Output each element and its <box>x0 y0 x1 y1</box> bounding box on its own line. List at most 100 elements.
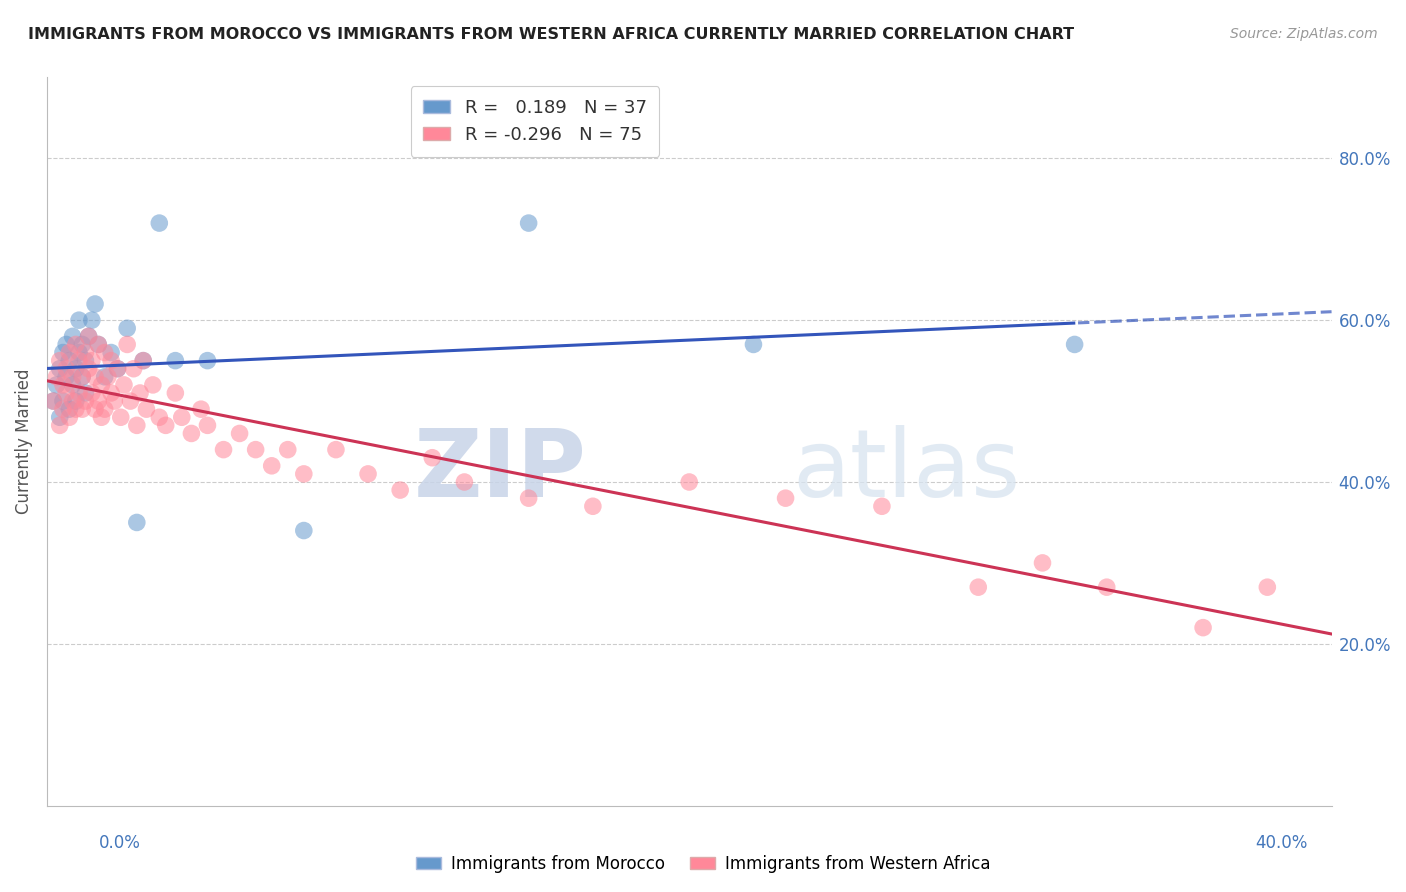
Point <box>52 394 75 409</box>
Point <box>67 345 90 359</box>
Point <box>517 216 540 230</box>
Point <box>55 361 77 376</box>
Point <box>75 345 97 359</box>
Point <box>165 353 187 368</box>
Point <box>142 378 165 392</box>
Point <box>107 361 129 376</box>
Point <box>110 410 132 425</box>
Point <box>80 313 103 327</box>
Text: atlas: atlas <box>792 425 1021 516</box>
Point <box>103 394 125 409</box>
Point <box>52 345 75 359</box>
Point <box>148 216 170 230</box>
Point <box>155 418 177 433</box>
Point <box>165 386 187 401</box>
Point <box>132 353 155 368</box>
Point <box>292 524 315 538</box>
Point <box>517 491 540 505</box>
Point <box>1192 621 1215 635</box>
Point <box>48 418 70 433</box>
Point <box>45 369 67 384</box>
Point <box>62 394 84 409</box>
Point <box>1256 580 1278 594</box>
Point <box>1063 337 1085 351</box>
Point <box>120 394 142 409</box>
Point <box>58 353 80 368</box>
Point <box>48 361 70 376</box>
Point <box>87 337 110 351</box>
Point <box>62 378 84 392</box>
Point <box>420 450 443 465</box>
Point <box>212 442 235 457</box>
Point <box>678 475 700 489</box>
Point <box>90 378 112 392</box>
Point <box>389 483 412 497</box>
Point <box>742 337 765 351</box>
Point <box>70 369 93 384</box>
Point <box>135 402 157 417</box>
Point <box>67 313 90 327</box>
Point <box>97 369 120 384</box>
Point <box>93 345 115 359</box>
Point <box>65 394 87 409</box>
Point <box>775 491 797 505</box>
Legend: Immigrants from Morocco, Immigrants from Western Africa: Immigrants from Morocco, Immigrants from… <box>409 848 997 880</box>
Point <box>125 418 148 433</box>
Point <box>1095 580 1118 594</box>
Point <box>132 353 155 368</box>
Text: Source: ZipAtlas.com: Source: ZipAtlas.com <box>1230 27 1378 41</box>
Point <box>70 402 93 417</box>
Point <box>67 353 90 368</box>
Point <box>75 394 97 409</box>
Point <box>292 467 315 481</box>
Point <box>65 337 87 351</box>
Point <box>93 402 115 417</box>
Point <box>77 361 100 376</box>
Point <box>58 402 80 417</box>
Point <box>75 386 97 401</box>
Point <box>42 394 65 409</box>
Point <box>52 378 75 392</box>
Point <box>453 475 475 489</box>
Point <box>75 353 97 368</box>
Point <box>55 337 77 351</box>
Point <box>125 516 148 530</box>
Point <box>870 500 893 514</box>
Point <box>62 329 84 343</box>
Point <box>77 329 100 343</box>
Point <box>42 394 65 409</box>
Point <box>357 467 380 481</box>
Point <box>70 337 93 351</box>
Point <box>100 353 122 368</box>
Point <box>107 361 129 376</box>
Point <box>62 369 84 384</box>
Point <box>84 402 107 417</box>
Text: 0.0%: 0.0% <box>98 834 141 852</box>
Point <box>84 369 107 384</box>
Legend: R =   0.189   N = 37, R = -0.296   N = 75: R = 0.189 N = 37, R = -0.296 N = 75 <box>411 87 659 157</box>
Point <box>65 402 87 417</box>
Point <box>197 418 219 433</box>
Point <box>93 369 115 384</box>
Point <box>87 394 110 409</box>
Point <box>190 402 212 417</box>
Point <box>58 410 80 425</box>
Point <box>228 426 250 441</box>
Point <box>48 353 70 368</box>
Y-axis label: Currently Married: Currently Married <box>15 368 32 515</box>
Point <box>65 361 87 376</box>
Text: 40.0%: 40.0% <box>1256 834 1308 852</box>
Point <box>55 369 77 384</box>
Point <box>582 500 605 514</box>
Point <box>1031 556 1053 570</box>
Point <box>967 580 990 594</box>
Point <box>90 410 112 425</box>
Point <box>260 458 283 473</box>
Point <box>77 329 100 343</box>
Point <box>70 369 93 384</box>
Point <box>170 410 193 425</box>
Point <box>197 353 219 368</box>
Text: ZIP: ZIP <box>413 425 586 516</box>
Point <box>67 386 90 401</box>
Point <box>115 321 138 335</box>
